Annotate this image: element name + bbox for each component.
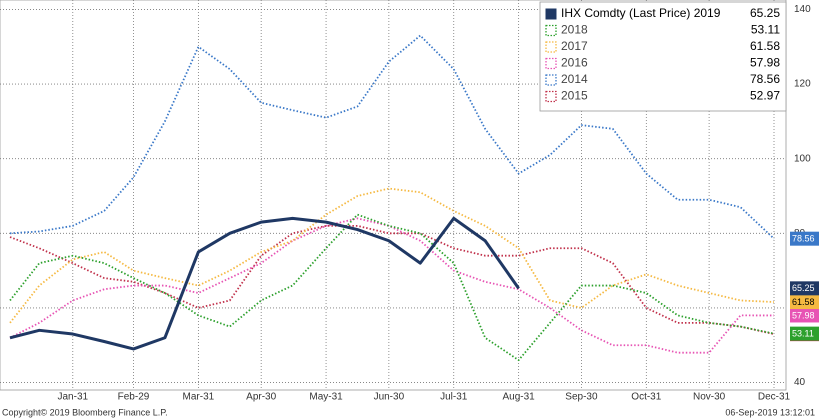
series-line xyxy=(9,216,520,351)
legend-value: 52.97 xyxy=(750,89,780,103)
x-tick-label: Jan-31 xyxy=(58,392,89,403)
legend-value: 53.11 xyxy=(751,23,780,37)
x-tick-label: May-31 xyxy=(309,392,343,403)
legend-value: 78.56 xyxy=(750,72,780,86)
legend-swatch xyxy=(545,74,557,86)
value-tag-label: 53.11 xyxy=(792,329,814,339)
legend-box xyxy=(539,1,787,112)
x-tick-label: Dec-31 xyxy=(758,392,791,403)
legend-label: 2014 xyxy=(561,72,588,86)
legend-swatch xyxy=(545,57,557,70)
x-tick-label: Oct-31 xyxy=(631,392,661,403)
x-tick-label: Sep-30 xyxy=(565,392,598,403)
legend-swatch xyxy=(545,8,557,20)
value-tag-label: 57.98 xyxy=(792,310,815,320)
y-tick-label: 120 xyxy=(794,79,811,90)
legend-label: 2016 xyxy=(561,56,588,70)
value-tag-label: 65.25 xyxy=(792,283,815,293)
legend-label: 2018 xyxy=(561,23,588,37)
x-tick-label: Jun-30 xyxy=(374,392,405,403)
y-tick-label: 40 xyxy=(794,377,806,388)
y-tick-label: 140 xyxy=(794,4,811,15)
series-line xyxy=(9,34,775,240)
footer-right: 06-Sep-2019 13:12:01 xyxy=(725,407,815,417)
x-tick-label: Nov-30 xyxy=(693,392,726,403)
x-tick-label: Mar-31 xyxy=(183,392,215,403)
x-tick-label: Jul-31 xyxy=(440,392,468,403)
legend-swatch xyxy=(545,24,557,37)
legend-value: 57.98 xyxy=(750,56,780,70)
legend-swatch xyxy=(545,90,557,103)
legend-value: 65.25 xyxy=(750,6,780,20)
footer-left: Copyright© 2019 Bloomberg Finance L.P. xyxy=(2,407,168,417)
x-tick-label: Feb-29 xyxy=(118,392,150,403)
value-tag xyxy=(790,231,819,246)
legend-label: IHX Comdty (Last Price) 2019 xyxy=(561,6,721,20)
x-tick-label: Aug-31 xyxy=(503,392,536,403)
value-tag xyxy=(790,281,819,296)
legend: IHX Comdty (Last Price) 2019 65.25 2018 53.… xyxy=(539,1,787,112)
legend-label: 2017 xyxy=(561,39,588,53)
value-tag xyxy=(790,308,819,323)
y-tick-label: 100 xyxy=(794,153,811,164)
legend-label: 2015 xyxy=(561,89,588,103)
legend-swatch xyxy=(545,41,557,53)
value-tag xyxy=(790,326,819,341)
legend-value: 61.58 xyxy=(750,39,780,53)
value-tag-label: 61.58 xyxy=(792,297,815,307)
value-tag xyxy=(790,295,819,310)
value-tag-label: 78.56 xyxy=(792,234,815,244)
x-tick-label: Apr-30 xyxy=(246,392,276,403)
